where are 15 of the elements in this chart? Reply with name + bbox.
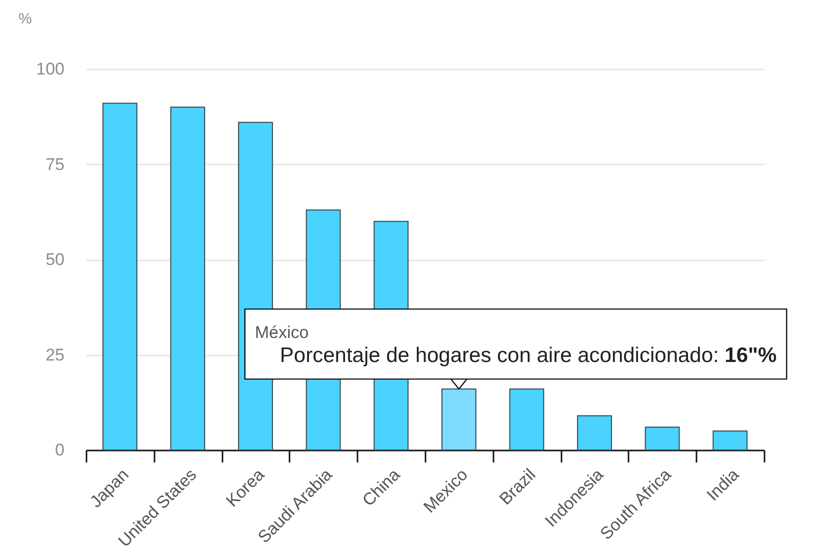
bar (577, 415, 612, 450)
annotation: México (254, 323, 309, 342)
y-tick-label: 75 (46, 154, 64, 174)
y-tick-label: 100 (36, 60, 64, 78)
y-tick-label: 50 (46, 250, 64, 269)
bar (170, 106, 206, 450)
annotation: Porcentaje de hogares con aire acondicionado: 16"% (280, 344, 777, 368)
bar (509, 388, 544, 450)
bar (712, 430, 748, 450)
bar (102, 102, 138, 450)
bar (644, 426, 680, 450)
y-tick-label: 0 (55, 440, 64, 460)
y-tick-label: 25 (46, 345, 64, 364)
bar (441, 388, 476, 450)
y-axis-title: % (18, 10, 32, 28)
